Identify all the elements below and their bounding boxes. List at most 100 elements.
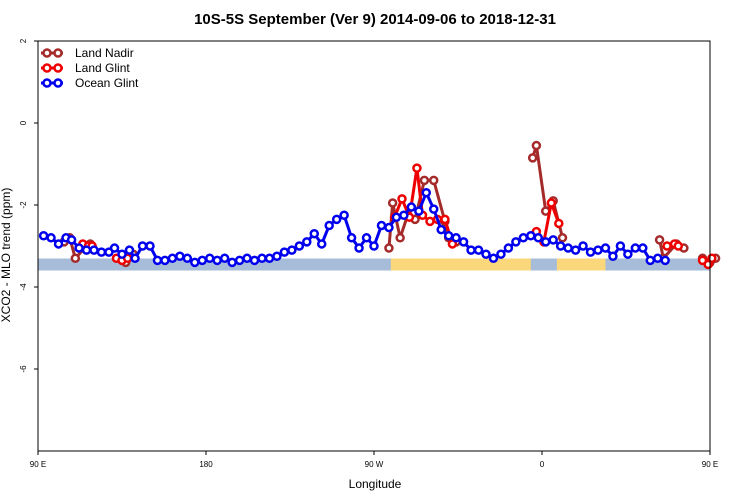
data-point xyxy=(652,253,663,264)
data-point xyxy=(412,163,422,173)
legend-swatch-point xyxy=(42,63,52,73)
data-point xyxy=(540,237,551,247)
data-point xyxy=(548,235,558,245)
data-point xyxy=(428,204,439,214)
data-point xyxy=(145,241,155,251)
y-tick-label: -4 xyxy=(19,283,28,291)
data-point xyxy=(421,187,432,198)
data-point xyxy=(70,253,81,264)
chart-title: 10S-5S September (Ver 9) 2014-09-06 to 2… xyxy=(194,11,556,28)
legend-swatch-point xyxy=(53,78,63,88)
data-point xyxy=(399,210,409,220)
data-point xyxy=(287,245,297,255)
data-point xyxy=(593,245,603,255)
y-axis-label: XCO2 - MLO trend (ppm) xyxy=(0,188,13,323)
data-point xyxy=(124,245,135,255)
data-point xyxy=(488,253,499,264)
data-point xyxy=(152,255,163,266)
data-point xyxy=(117,249,127,259)
x-tick-label: 0 xyxy=(540,460,545,469)
series-layer xyxy=(38,140,721,270)
axes: 90 E 180 90 W 0 90 E 2 0 -2 -4 -6 xyxy=(19,38,718,469)
x-tick-label: 90 E xyxy=(30,460,46,469)
data-point xyxy=(391,212,402,223)
legend-swatch-point xyxy=(42,48,52,58)
plot-frame xyxy=(37,40,711,452)
data-point xyxy=(546,198,557,208)
data-point xyxy=(109,243,120,253)
y-tick-label: 2 xyxy=(19,38,28,43)
data-point xyxy=(66,235,77,245)
data-point xyxy=(443,231,454,241)
data-point xyxy=(511,237,521,247)
data-point xyxy=(397,194,407,204)
data-point xyxy=(496,249,506,259)
data-point xyxy=(339,210,349,220)
data-point xyxy=(369,241,379,251)
data-point xyxy=(242,253,252,264)
data-point xyxy=(324,220,334,231)
data-point xyxy=(518,233,529,243)
data-point xyxy=(81,245,92,255)
data-point xyxy=(46,233,56,243)
legend-swatch-point xyxy=(53,48,63,58)
data-point xyxy=(354,243,364,253)
data-point xyxy=(414,206,424,216)
data-point xyxy=(533,233,544,243)
data-point xyxy=(570,245,581,255)
data-point xyxy=(406,202,417,212)
data-point xyxy=(204,253,215,264)
data-point xyxy=(425,216,435,227)
data-point xyxy=(384,222,394,233)
legend-label: Land Glint xyxy=(75,61,130,75)
legend-swatch-point xyxy=(53,63,63,73)
data-point xyxy=(294,241,305,251)
legend-label: Land Nadir xyxy=(75,46,134,60)
data-point xyxy=(615,241,626,251)
data-point xyxy=(264,253,275,264)
data-point xyxy=(130,253,140,264)
x-axis-label: Longitude xyxy=(349,477,402,491)
data-point xyxy=(436,224,446,235)
data-point xyxy=(630,243,641,253)
legend-label: Ocean Glint xyxy=(75,76,139,90)
data-point xyxy=(662,241,672,251)
x-tick-label: 90 W xyxy=(365,460,384,469)
data-point xyxy=(361,233,372,243)
data-point xyxy=(96,247,107,257)
data-point xyxy=(481,249,491,259)
data-point xyxy=(190,257,200,268)
data-point xyxy=(89,245,99,255)
data-point xyxy=(466,245,476,255)
data-point xyxy=(234,255,245,266)
data-point xyxy=(531,140,542,151)
data-point xyxy=(440,214,450,225)
data-point xyxy=(279,247,290,257)
data-point xyxy=(53,239,64,249)
data-point xyxy=(197,255,208,266)
data-point xyxy=(428,175,439,186)
data-point xyxy=(526,231,536,241)
data-point xyxy=(257,253,267,264)
data-point xyxy=(585,247,596,257)
data-point xyxy=(331,214,342,225)
series-ocean-glint xyxy=(38,187,670,268)
data-point xyxy=(137,241,148,251)
data-point xyxy=(227,257,237,268)
data-point xyxy=(473,245,484,255)
data-point xyxy=(167,253,178,264)
data-point xyxy=(376,220,387,231)
data-point xyxy=(503,243,514,253)
data-point xyxy=(578,241,588,251)
data-point xyxy=(555,241,566,251)
data-point xyxy=(182,253,193,264)
data-point xyxy=(554,218,564,229)
x-tick-label: 90 E xyxy=(702,460,718,469)
data-point xyxy=(660,255,670,266)
data-point xyxy=(458,237,469,247)
x-tick-label: 180 xyxy=(199,460,213,469)
data-point xyxy=(451,233,461,243)
data-point xyxy=(707,253,717,264)
